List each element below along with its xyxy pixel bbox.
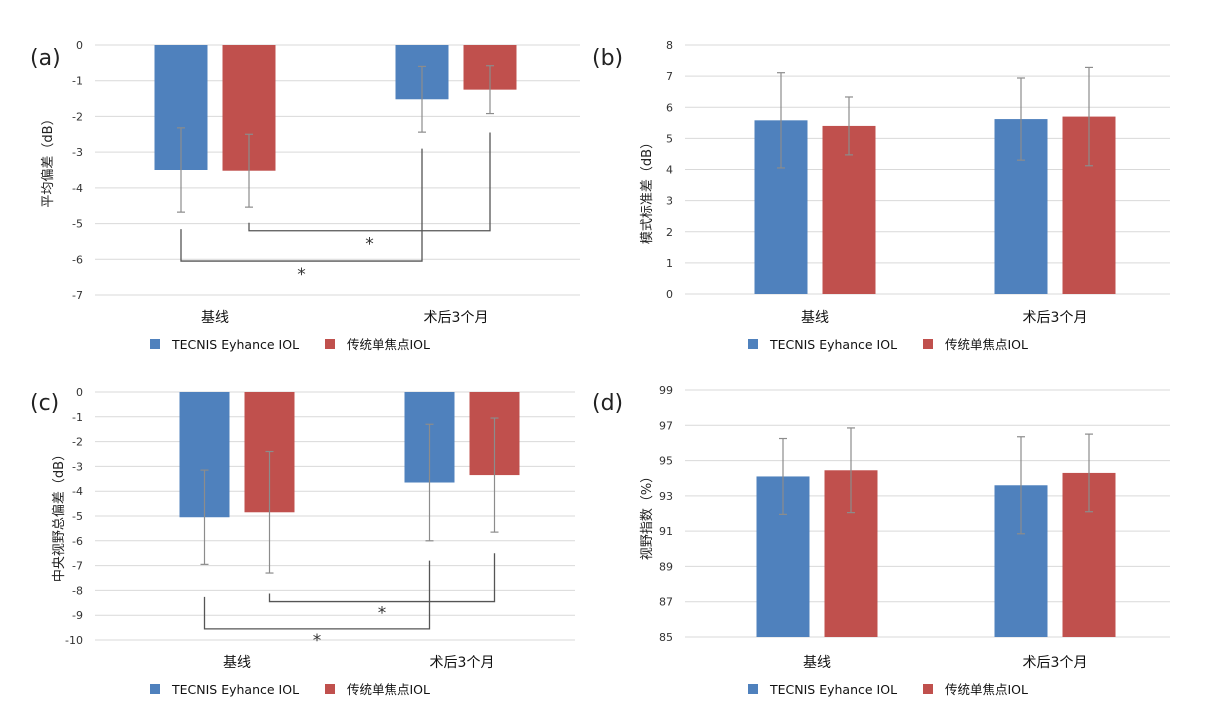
panel-label: (d) xyxy=(592,391,623,416)
legend-label: TECNIS Eyhance IOL xyxy=(769,337,897,352)
x-category-label: 术后3个月 xyxy=(424,310,489,326)
y-tick-label: 7 xyxy=(666,70,673,83)
y-tick-label: -6 xyxy=(72,535,83,548)
legend-label: 传统单焦点IOL xyxy=(945,337,1028,352)
significance-bracket xyxy=(248,132,491,232)
y-tick-label: 99 xyxy=(659,384,673,397)
legend-swatch xyxy=(923,339,933,349)
legend-label: 传统单焦点IOL xyxy=(347,682,430,697)
y-tick-label: -9 xyxy=(72,609,83,622)
y-tick-label: -10 xyxy=(65,634,83,647)
y-tick-label: 0 xyxy=(76,39,83,52)
significance-star: * xyxy=(378,604,387,624)
y-tick-label: -7 xyxy=(72,560,83,573)
y-axis-label: 视野指数（%） xyxy=(640,470,655,560)
y-tick-label: 0 xyxy=(76,386,83,399)
y-tick-label: -3 xyxy=(72,146,83,159)
y-tick-label: -2 xyxy=(72,436,83,449)
legend-label: TECNIS Eyhance IOL xyxy=(171,337,299,352)
chart-panel-4: 85 87 89 91 93 95 97 99 (d) 视野指数（%） 基线 术后3个月 TECNIS … xyxy=(592,384,1170,697)
y-tick-label: -5 xyxy=(72,510,83,523)
y-tick-label: 5 xyxy=(666,132,673,145)
legend-swatch xyxy=(748,339,758,349)
y-tick-label: 87 xyxy=(659,596,673,609)
significance-bracket xyxy=(268,553,496,603)
y-tick-label: -1 xyxy=(72,75,83,88)
y-tick-label: 0 xyxy=(666,288,673,301)
chart-panel-2: 0 1 2 3 4 5 6 7 8 (b) 模式标准差（dB） 基线 术后3个月 TECNIS Eyhan… xyxy=(592,39,1170,352)
y-axis-label: 平均偏差（dB） xyxy=(41,112,56,207)
y-tick-label: 95 xyxy=(659,455,673,468)
y-tick-label: -6 xyxy=(72,253,83,266)
significance-star: * xyxy=(313,631,322,651)
legend-swatch xyxy=(923,684,933,694)
y-tick-label: 97 xyxy=(659,419,673,432)
y-tick-label: -3 xyxy=(72,460,83,473)
y-tick-label: -2 xyxy=(72,110,83,123)
y-axis-label: 中央视野总偏差（dB） xyxy=(52,448,67,582)
chart-panel-1: 0 -1 -2 -3 -4 -5 -6 -7 (a) 平均偏差（dB） * * 基线 术后3个月 TECNI… xyxy=(30,39,580,352)
y-tick-label: -7 xyxy=(72,289,83,302)
y-tick-label: -4 xyxy=(72,485,83,498)
y-tick-label: -1 xyxy=(72,411,83,424)
y-tick-label: -8 xyxy=(72,584,83,597)
legend-swatch xyxy=(150,339,160,349)
significance-star: * xyxy=(365,235,374,255)
legend-label: 传统单焦点IOL xyxy=(347,337,430,352)
y-tick-label: 89 xyxy=(659,560,673,573)
x-category-label: 术后3个月 xyxy=(430,655,495,671)
x-category-label: 基线 xyxy=(801,309,829,326)
y-tick-label: 91 xyxy=(659,525,673,538)
y-tick-label: -5 xyxy=(72,218,83,231)
x-category-label: 术后3个月 xyxy=(1023,310,1088,326)
significance-bracket xyxy=(180,148,423,262)
legend-swatch xyxy=(325,684,335,694)
x-category-label: 基线 xyxy=(223,654,251,671)
x-category-label: 术后3个月 xyxy=(1023,655,1088,671)
y-tick-label: 3 xyxy=(666,195,673,208)
panel-label: (c) xyxy=(30,391,59,416)
x-category-label: 基线 xyxy=(201,309,229,326)
significance-star: * xyxy=(297,265,306,285)
y-tick-label: -4 xyxy=(72,182,83,195)
y-tick-label: 6 xyxy=(666,101,673,114)
y-tick-label: 1 xyxy=(666,257,673,270)
y-tick-label: 93 xyxy=(659,490,673,503)
legend-swatch xyxy=(325,339,335,349)
panel-label: (a) xyxy=(30,46,61,71)
y-tick-label: 85 xyxy=(659,631,673,644)
y-axis-label: 模式标准差（dB） xyxy=(640,136,655,244)
panel-label: (b) xyxy=(592,46,623,71)
significance-bracket xyxy=(203,560,431,630)
x-category-label: 基线 xyxy=(803,654,831,671)
y-tick-label: 4 xyxy=(666,164,673,177)
legend-swatch xyxy=(150,684,160,694)
legend-label: TECNIS Eyhance IOL xyxy=(171,682,299,697)
legend-label: 传统单焦点IOL xyxy=(945,682,1028,697)
chart-panel-3: 0 -1 -2 -3 -4 -5 -6 -7 -8 -9 -10 (c) 中央视野总偏差（dB） * * 基线… xyxy=(30,386,575,697)
legend-label: TECNIS Eyhance IOL xyxy=(769,682,897,697)
legend-swatch xyxy=(748,684,758,694)
y-tick-label: 8 xyxy=(666,39,673,52)
y-tick-label: 2 xyxy=(666,226,673,239)
